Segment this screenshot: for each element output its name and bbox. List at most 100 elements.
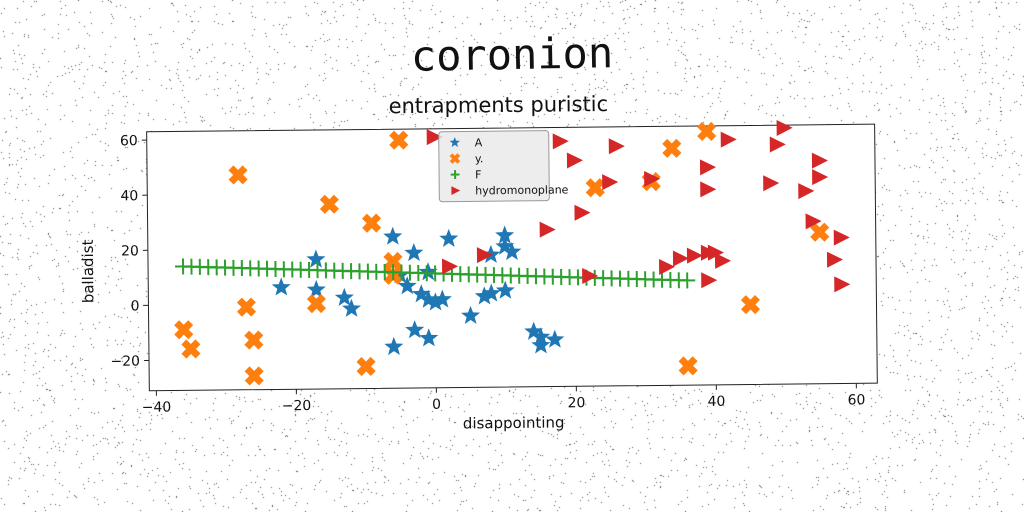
data-point: [474, 286, 494, 305]
data-point: [390, 265, 410, 284]
data-point: [769, 136, 786, 153]
x-tick-label: 20: [568, 395, 586, 411]
data-point: [701, 272, 718, 289]
legend-marker: [449, 137, 460, 148]
data-point: [602, 174, 619, 191]
data-point: [389, 130, 409, 150]
data-point: [740, 294, 761, 315]
legend-label: hydromonoplane: [475, 183, 569, 197]
data-point: [495, 236, 515, 255]
data-point: [714, 252, 732, 269]
x-tick-label: −40: [142, 400, 172, 416]
data-point: [439, 228, 459, 248]
legend-item: F: [450, 168, 482, 181]
series-a: [271, 225, 565, 356]
data-point: [552, 133, 569, 150]
legend-marker: [449, 153, 461, 164]
x-tick-label: −20: [282, 398, 312, 414]
data-point: [545, 329, 565, 348]
y-axis-label: balladist: [79, 239, 98, 303]
legend-item: A: [449, 136, 483, 149]
x-axis-ticks: −40 −20 0 20 40 60: [142, 383, 865, 416]
data-point: [432, 289, 452, 308]
data-point: [228, 165, 248, 185]
data-point: [707, 244, 724, 261]
chart-title: entrapments puristic: [389, 92, 609, 118]
x-tick-label: 60: [847, 392, 865, 408]
data-point: [812, 169, 829, 186]
data-point: [306, 279, 326, 298]
legend-marker: [450, 170, 460, 179]
data-point: [404, 243, 424, 262]
data-point: [763, 175, 780, 192]
x-tick-label: 40: [707, 394, 725, 410]
data-point: [672, 250, 689, 267]
series-hydromonoplane: [426, 119, 851, 293]
legend-item: hydromonoplane: [451, 183, 569, 197]
data-point: [362, 213, 382, 233]
y-tick-label: 0: [130, 298, 139, 314]
y-axis-ticks: −20 0 20 40 60: [110, 133, 150, 370]
data-point: [441, 258, 459, 275]
data-point: [397, 276, 417, 295]
data-point: [776, 119, 793, 136]
legend-label: F: [475, 168, 481, 181]
data-point: [425, 292, 445, 311]
data-point: [834, 276, 851, 293]
data-point: [481, 283, 501, 302]
data-point: [833, 229, 850, 246]
data-point: [678, 356, 698, 376]
legend-item: y.: [449, 152, 483, 165]
data-point: [418, 289, 438, 308]
y-tick-label: 40: [120, 188, 138, 204]
data-point: [306, 249, 326, 268]
legend-marker: [451, 186, 461, 196]
data-point: [495, 280, 515, 299]
data-point: [524, 321, 544, 340]
data-point: [585, 178, 605, 198]
y-tick-label: 60: [120, 133, 138, 149]
data-point: [805, 213, 822, 230]
data-point: [244, 366, 264, 386]
data-point: [574, 204, 591, 221]
axes-frame: [146, 123, 878, 392]
data-point: [700, 181, 717, 198]
data-point: [244, 330, 264, 350]
data-point: [426, 129, 443, 146]
data-point: [566, 152, 583, 169]
data-point: [384, 336, 404, 356]
data-point: [608, 138, 625, 155]
data-point: [181, 339, 201, 359]
data-point: [334, 287, 354, 306]
plot-area: [146, 123, 878, 392]
data-point: [271, 277, 291, 296]
data-point: [658, 258, 676, 275]
data-point: [306, 294, 327, 314]
data-point: [174, 320, 194, 340]
data-point: [697, 121, 717, 142]
chart-marks: [174, 119, 851, 386]
y-tick-label: −20: [110, 354, 140, 370]
data-point: [341, 298, 361, 317]
y-tick-label: 20: [121, 243, 139, 259]
data-point: [662, 138, 682, 158]
data-point: [582, 268, 599, 285]
data-point: [419, 328, 439, 347]
x-tick-label: 0: [432, 397, 441, 413]
data-point: [383, 251, 403, 272]
data-point: [495, 225, 515, 244]
data-point: [319, 194, 340, 214]
data-point: [811, 152, 828, 169]
data-point: [826, 251, 844, 268]
data-point: [502, 241, 522, 261]
legend-box: [438, 130, 550, 203]
data-point: [461, 305, 481, 324]
x-axis-label: disappointing: [463, 413, 565, 432]
data-point: [679, 272, 696, 289]
data-point: [699, 159, 717, 176]
data-point: [405, 320, 425, 339]
data-point: [411, 284, 431, 303]
data-point: [356, 356, 376, 377]
data-point: [810, 222, 830, 242]
